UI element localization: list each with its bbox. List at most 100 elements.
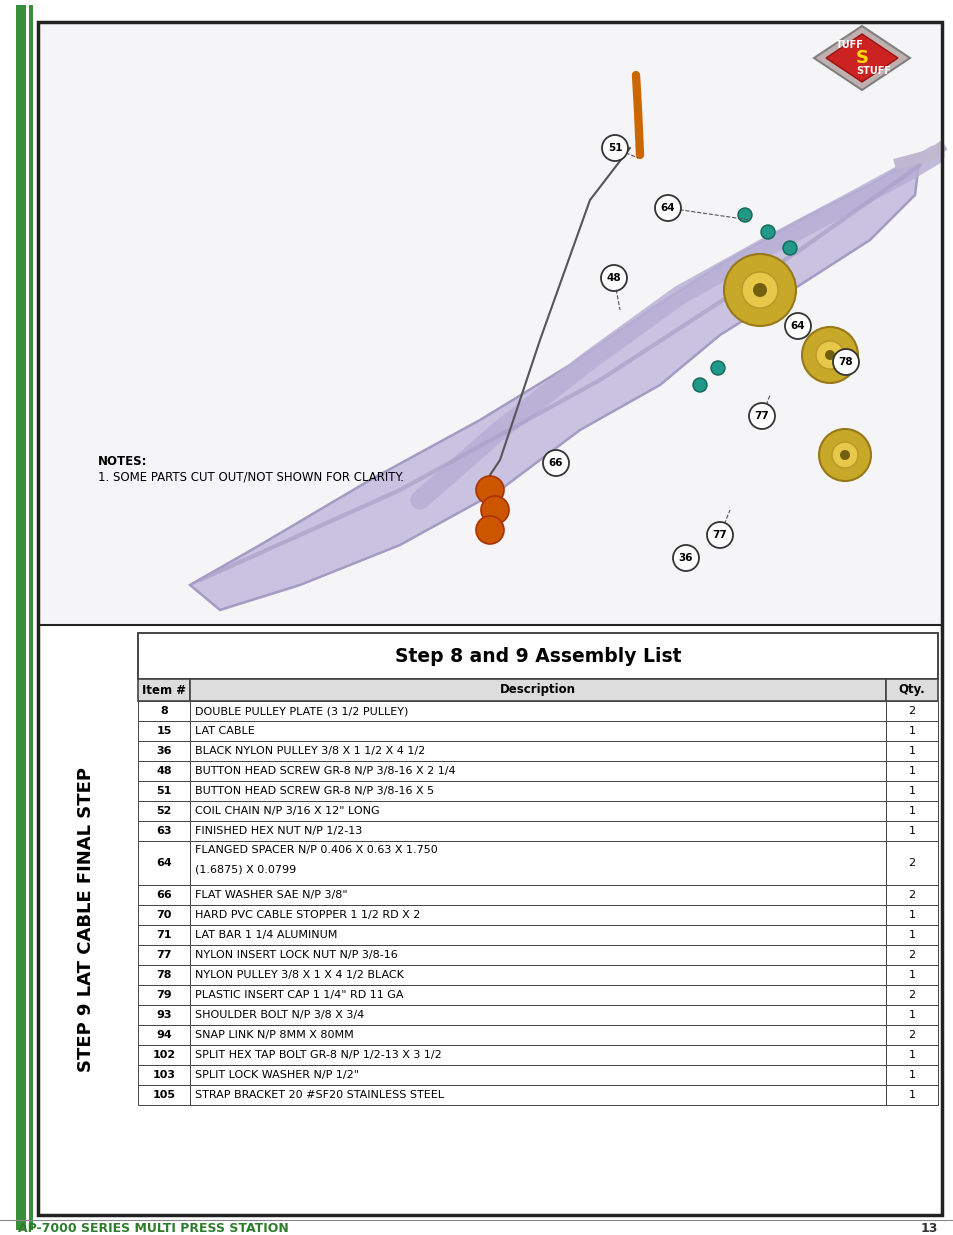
Bar [138,965,190,986]
Polygon shape [813,26,909,90]
Text: STRAP BRACKET 20 #SF20 STAINLESS STEEL: STRAP BRACKET 20 #SF20 STAINLESS STEEL [194,1091,443,1100]
Text: 1: 1 [907,766,915,776]
Bar [885,821,937,841]
Polygon shape [825,35,897,82]
Bar [138,679,190,701]
Bar [138,761,190,781]
Circle shape [801,327,857,383]
Circle shape [723,254,795,326]
Text: 94: 94 [156,1030,172,1040]
Bar [190,1065,885,1086]
Bar [190,965,885,986]
Text: (1.6875) X 0.0799: (1.6875) X 0.0799 [194,864,296,876]
Text: HARD PVC CABLE STOPPER 1 1/2 RD X 2: HARD PVC CABLE STOPPER 1 1/2 RD X 2 [194,910,420,920]
Circle shape [710,361,724,375]
Bar [885,905,937,925]
Bar [138,1065,190,1086]
Bar [190,1025,885,1045]
Circle shape [784,312,810,338]
Bar [190,721,885,741]
Text: Step 8 and 9 Assembly List: Step 8 and 9 Assembly List [395,646,680,666]
Text: 1: 1 [907,969,915,981]
Text: 103: 103 [152,1070,175,1079]
Circle shape [752,283,766,296]
Bar [138,821,190,841]
Text: 66: 66 [156,890,172,900]
Text: 77: 77 [712,530,726,540]
Circle shape [738,207,751,222]
Text: SPLIT LOCK WASHER N/P 1/2": SPLIT LOCK WASHER N/P 1/2" [194,1070,358,1079]
Text: 2: 2 [907,950,915,960]
Text: COIL CHAIN N/P 3/16 X 12" LONG: COIL CHAIN N/P 3/16 X 12" LONG [194,806,379,816]
Bar [885,1025,937,1045]
Circle shape [840,450,849,459]
Bar [16,5,26,1230]
Text: SNAP LINK N/P 8MM X 80MM: SNAP LINK N/P 8MM X 80MM [194,1030,354,1040]
Polygon shape [190,156,919,610]
Text: 2: 2 [907,890,915,900]
Bar [885,965,937,986]
Bar [138,885,190,905]
Bar [190,841,885,885]
Circle shape [706,522,732,548]
Text: S: S [855,49,867,67]
Bar [885,925,937,945]
Bar [190,905,885,925]
Text: NOTES:: NOTES: [98,454,148,468]
Bar [885,1045,937,1065]
Text: 36: 36 [678,553,693,563]
Bar [138,701,190,721]
Bar [190,925,885,945]
Bar [190,761,885,781]
Circle shape [815,341,843,369]
Bar [190,1045,885,1065]
Text: 66: 66 [548,458,562,468]
Text: 71: 71 [156,930,172,940]
Bar [138,721,190,741]
Circle shape [655,195,680,221]
Bar [138,741,190,761]
Bar [885,945,937,965]
Text: 1: 1 [907,746,915,756]
Bar [885,781,937,802]
Text: 64: 64 [156,858,172,868]
Text: 36: 36 [156,746,172,756]
Bar [885,761,937,781]
Text: LAT BAR 1 1/4 ALUMINUM: LAT BAR 1 1/4 ALUMINUM [194,930,337,940]
Circle shape [476,516,503,543]
Bar [885,741,937,761]
Bar [138,986,190,1005]
Circle shape [476,475,503,504]
Text: 1: 1 [907,826,915,836]
Bar [190,821,885,841]
Text: STUFF: STUFF [856,65,890,77]
Bar [138,634,937,679]
Circle shape [692,378,706,391]
Bar [138,925,190,945]
Text: 1: 1 [907,1010,915,1020]
Text: 105: 105 [152,1091,175,1100]
Circle shape [741,272,778,308]
Text: 102: 102 [152,1050,175,1060]
Bar [885,721,937,741]
Text: 63: 63 [156,826,172,836]
Bar [885,885,937,905]
Text: 1: 1 [907,910,915,920]
Text: FLANGED SPACER N/P 0.406 X 0.63 X 1.750: FLANGED SPACER N/P 0.406 X 0.63 X 1.750 [194,845,437,855]
Text: 15: 15 [156,726,172,736]
Bar [190,701,885,721]
Bar [885,802,937,821]
Bar [885,1086,937,1105]
Bar [138,1086,190,1105]
Text: 2: 2 [907,990,915,1000]
Bar [138,905,190,925]
Text: 70: 70 [156,910,172,920]
Text: LAT CABLE: LAT CABLE [194,726,254,736]
Circle shape [601,135,627,161]
Text: 78: 78 [838,357,852,367]
Circle shape [760,225,774,240]
Text: 77: 77 [754,411,768,421]
Bar [885,701,937,721]
Bar [190,781,885,802]
Text: 64: 64 [660,203,675,212]
